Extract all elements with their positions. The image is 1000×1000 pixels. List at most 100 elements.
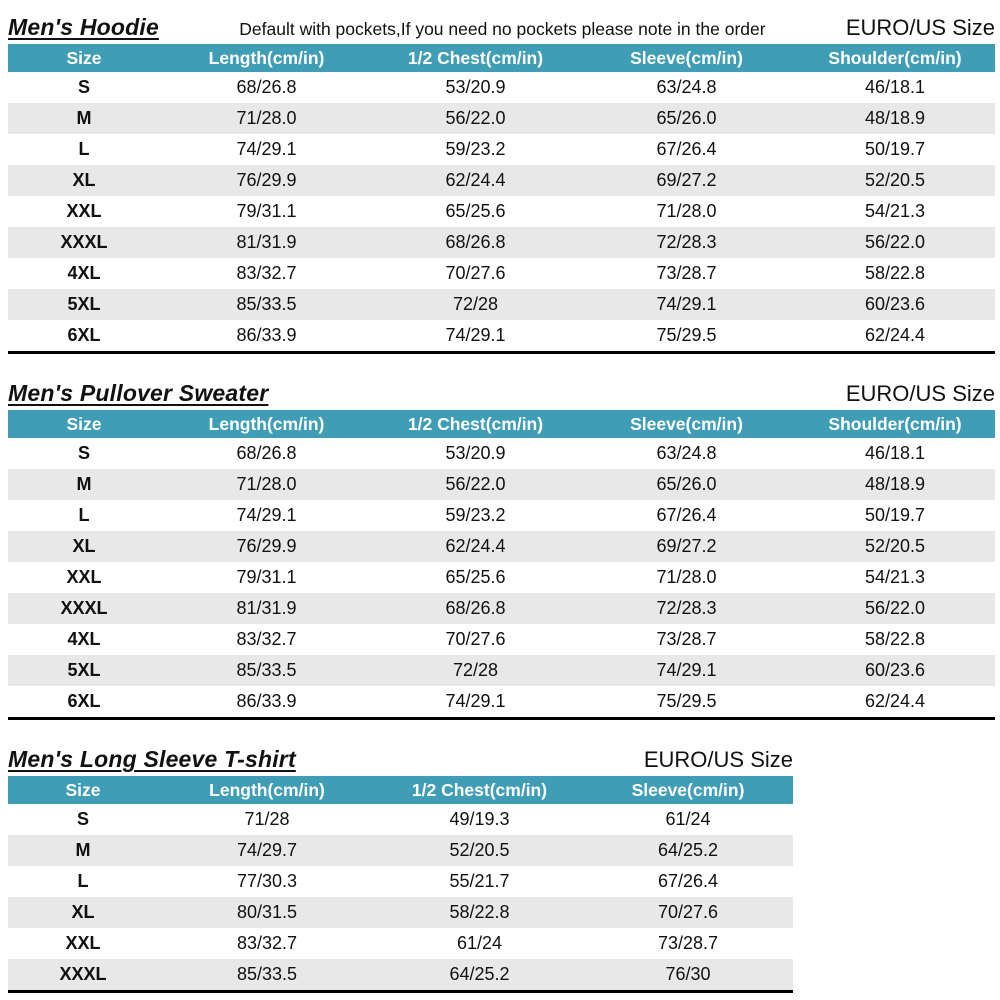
measurement-cell: 46/18.1 [864, 77, 926, 97]
section-header: Men's Long Sleeve T-shirt EURO/US Size [8, 740, 793, 774]
measurement-cell: 53/20.9 [445, 443, 506, 463]
table-row: XXXL 85/33.5 64/25.2 76/30 [8, 959, 793, 992]
size-cell: XL [71, 902, 95, 922]
measurement-cell: 68/26.8 [445, 232, 506, 252]
table-row: 6XL 86/33.9 74/29.1 75/29.5 62/24.4 [8, 320, 995, 353]
table-row: M 71/28.0 56/22.0 65/26.0 48/18.9 [8, 103, 995, 134]
measurement-cell: 81/31.9 [236, 598, 297, 618]
table-row: S 71/28 49/19.3 61/24 [8, 804, 793, 835]
column-header: Length(cm/in) [160, 410, 373, 438]
measurement-cell: 68/26.8 [236, 77, 297, 97]
size-cell: M [76, 474, 92, 494]
table-row: 5XL 85/33.5 72/28 74/29.1 60/23.6 [8, 655, 995, 686]
column-header: Shoulder(cm/in) [795, 44, 995, 72]
column-header: Sleeve(cm/in) [578, 410, 795, 438]
size-cell: XXXL [60, 598, 108, 618]
table-row: 5XL 85/33.5 72/28 74/29.1 60/23.6 [8, 289, 995, 320]
header-row: Size Length(cm/in) 1/2 Chest(cm/in) Sleeve(… [8, 44, 995, 72]
measurement-cell: 83/32.7 [236, 629, 297, 649]
measurement-cell: 74/29.1 [236, 505, 297, 525]
column-header: Length(cm/in) [160, 44, 373, 72]
measurement-cell: 63/24.8 [656, 443, 717, 463]
measurement-cell: 60/23.6 [864, 660, 926, 680]
measurement-cell: 50/19.7 [864, 139, 926, 159]
measurement-cell: 52/20.5 [449, 840, 510, 860]
section-header: Men's Pullover Sweater EURO/US Size [8, 374, 995, 408]
size-cell: XXL [66, 201, 102, 221]
table-row: S 68/26.8 53/20.9 63/24.8 46/18.1 [8, 438, 995, 469]
size-cell: XXL [65, 933, 101, 953]
table-row: 4XL 83/32.7 70/27.6 73/28.7 58/22.8 [8, 624, 995, 655]
measurement-cell: 74/29.7 [236, 840, 298, 860]
table-head: Size Length(cm/in) 1/2 Chest(cm/in) Sleeve(… [8, 410, 995, 438]
measurement-cell: 62/24.4 [445, 170, 506, 190]
measurement-cell: 59/23.2 [445, 505, 506, 525]
measurement-cell: 58/22.8 [864, 263, 926, 283]
measurement-cell: 52/20.5 [864, 170, 926, 190]
table-row: M 74/29.7 52/20.5 64/25.2 [8, 835, 793, 866]
section-mens-pullover-sweater: Men's Pullover Sweater EURO/US Size Size… [8, 374, 995, 720]
measurement-cell: 67/26.4 [656, 139, 717, 159]
measurement-cell: 62/24.4 [445, 536, 506, 556]
measurement-cell: 56/22.0 [445, 108, 506, 128]
table-body: S 68/26.8 53/20.9 63/24.8 46/18.1 M 71/28.0 56/… [8, 438, 995, 719]
pockets-note: Default with pockets,If you need no pock… [239, 19, 766, 39]
pullover-sweater-size-table: Size Length(cm/in) 1/2 Chest(cm/in) Sleeve(… [8, 410, 995, 720]
measurement-cell: 67/26.4 [657, 871, 719, 891]
size-cell: XL [72, 170, 96, 190]
measurement-cell: 86/33.9 [236, 691, 297, 711]
section-title-pullover-sweater: Men's Pullover Sweater [8, 380, 269, 406]
hoodie-size-table: Size Length(cm/in) 1/2 Chest(cm/in) Sleeve(… [8, 44, 995, 354]
measurement-cell: 83/32.7 [236, 263, 297, 283]
table-row: S 68/26.8 53/20.9 63/24.8 46/18.1 [8, 72, 995, 103]
column-header: 1/2 Chest(cm/in) [376, 776, 583, 804]
size-cell: M [76, 108, 92, 128]
table-head: Size Length(cm/in) 1/2 Chest(cm/in) Sleeve(… [8, 44, 995, 72]
size-cell: XXXL [59, 964, 107, 984]
measurement-cell: 85/33.5 [236, 294, 297, 314]
measurement-cell: 61/24 [665, 809, 711, 829]
measurement-cell: 75/29.5 [656, 325, 717, 345]
table-row: XL 76/29.9 62/24.4 69/27.2 52/20.5 [8, 531, 995, 562]
measurement-cell: 46/18.1 [864, 443, 926, 463]
table-row: XXL 83/32.7 61/24 73/28.7 [8, 928, 793, 959]
measurement-cell: 70/27.6 [445, 263, 506, 283]
column-header: 1/2 Chest(cm/in) [373, 410, 578, 438]
size-system-label: EURO/US Size [845, 381, 995, 406]
measurement-cell: 76/29.9 [236, 536, 297, 556]
measurement-cell: 74/29.1 [445, 325, 506, 345]
measurement-cell: 81/31.9 [236, 232, 297, 252]
measurement-cell: 85/33.5 [236, 660, 297, 680]
size-cell: 5XL [67, 294, 101, 314]
size-cell: S [77, 77, 90, 97]
measurement-cell: 68/26.8 [236, 443, 297, 463]
size-cell: S [77, 443, 90, 463]
measurement-cell: 71/28.0 [656, 201, 717, 221]
measurement-cell: 74/29.1 [656, 660, 717, 680]
measurement-cell: 70/27.6 [445, 629, 506, 649]
measurement-cell: 61/24 [456, 933, 503, 953]
measurement-cell: 76/29.9 [236, 170, 297, 190]
size-cell: 4XL [67, 263, 101, 283]
measurement-cell: 65/26.0 [656, 108, 717, 128]
measurement-cell: 68/26.8 [445, 598, 506, 618]
measurement-cell: 67/26.4 [656, 505, 717, 525]
measurement-cell: 62/24.4 [864, 325, 926, 345]
measurement-cell: 49/19.3 [449, 809, 510, 829]
measurement-cell: 60/23.6 [864, 294, 926, 314]
measurement-cell: 54/21.3 [864, 201, 926, 221]
column-header: Size [8, 410, 160, 438]
measurement-cell: 59/23.2 [445, 139, 506, 159]
size-system-label: EURO/US Size [845, 15, 995, 40]
table-row: L 77/30.3 55/21.7 67/26.4 [8, 866, 793, 897]
size-cell: 6XL [67, 691, 101, 711]
table-row: XXXL 81/31.9 68/26.8 72/28.3 56/22.0 [8, 227, 995, 258]
measurement-cell: 72/28.3 [656, 232, 717, 252]
measurement-cell: 85/33.5 [236, 964, 298, 984]
long-sleeve-tshirt-size-table: Size Length(cm/in) 1/2 Chest(cm/in) Sleeve(… [8, 776, 793, 993]
column-header: 1/2 Chest(cm/in) [373, 44, 578, 72]
measurement-cell: 73/28.7 [656, 263, 717, 283]
measurement-cell: 50/19.7 [864, 505, 926, 525]
measurement-cell: 71/28.0 [236, 108, 297, 128]
measurement-cell: 56/22.0 [864, 598, 926, 618]
